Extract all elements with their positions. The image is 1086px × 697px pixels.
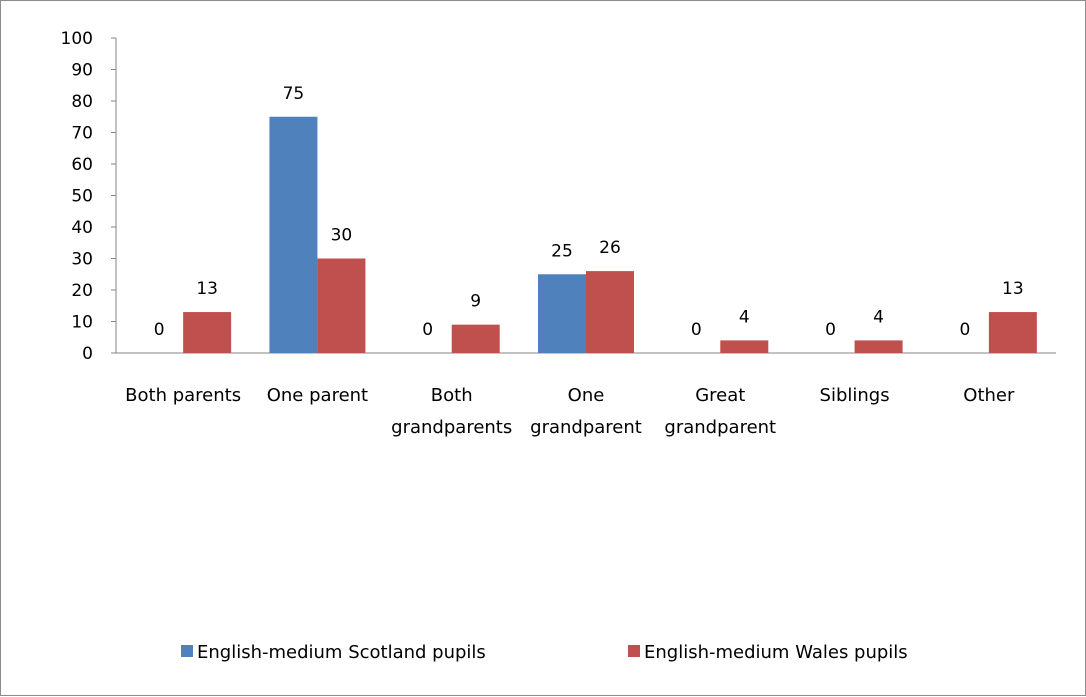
category-labels: Both parents One parent Both grandparents On… (125, 385, 1015, 438)
data-label: 4 (739, 307, 750, 327)
category-label: grandparent (664, 417, 776, 438)
y-tick-label: 60 (71, 155, 93, 175)
y-tick-label: 50 (71, 187, 93, 207)
legend-label: English-medium Wales pupils (644, 642, 908, 663)
data-label: 26 (599, 238, 621, 258)
category-label: One (568, 385, 605, 406)
category-label: Great (695, 385, 745, 406)
legend-label: English-medium Scotland pupils (197, 642, 486, 663)
legend-swatch (181, 645, 193, 657)
data-label: 0 (825, 320, 836, 340)
category-label: grandparents (391, 417, 512, 438)
y-tick-label: 100 (61, 29, 93, 49)
data-label: 4 (873, 307, 884, 327)
category-label: One parent (267, 385, 368, 406)
data-label: 13 (196, 279, 218, 299)
data-label: 0 (154, 320, 165, 340)
data-label: 25 (551, 241, 573, 261)
y-tick-label: 20 (71, 281, 93, 301)
legend-swatch (628, 645, 640, 657)
category-label: Siblings (820, 385, 890, 406)
y-tick-label: 30 (71, 250, 93, 270)
bar (854, 340, 903, 353)
y-tick-label: 10 (71, 313, 93, 333)
bar (538, 274, 586, 353)
data-label: 13 (1002, 279, 1024, 299)
data-label: 9 (470, 292, 481, 312)
data-label: 30 (331, 226, 353, 246)
bars (183, 116, 1037, 353)
bar (586, 271, 634, 353)
y-axis-ticks: 0 10 20 30 40 50 60 70 80 90 100 (61, 29, 116, 364)
y-tick-label: 70 (71, 124, 93, 144)
bar (988, 312, 1037, 353)
bar (720, 340, 769, 353)
legend: English-medium Scotland pupils English-me… (181, 642, 908, 663)
category-label: Both parents (125, 385, 241, 406)
data-label: 0 (422, 320, 433, 340)
data-label: 0 (959, 320, 970, 340)
data-label: 75 (283, 84, 305, 104)
data-label: 0 (691, 320, 702, 340)
bar (317, 258, 366, 353)
y-tick-label: 0 (82, 344, 93, 364)
category-label: Both (431, 385, 473, 406)
bar (183, 312, 232, 353)
bar (451, 324, 500, 353)
category-label: Other (963, 385, 1015, 406)
y-tick-label: 80 (71, 92, 93, 112)
bar (269, 116, 318, 353)
y-tick-label: 90 (71, 61, 93, 81)
data-labels: 0 13 75 30 0 9 25 26 0 4 0 4 0 13 (154, 84, 1024, 340)
category-label: grandparent (530, 417, 642, 438)
y-tick-label: 40 (71, 218, 93, 238)
